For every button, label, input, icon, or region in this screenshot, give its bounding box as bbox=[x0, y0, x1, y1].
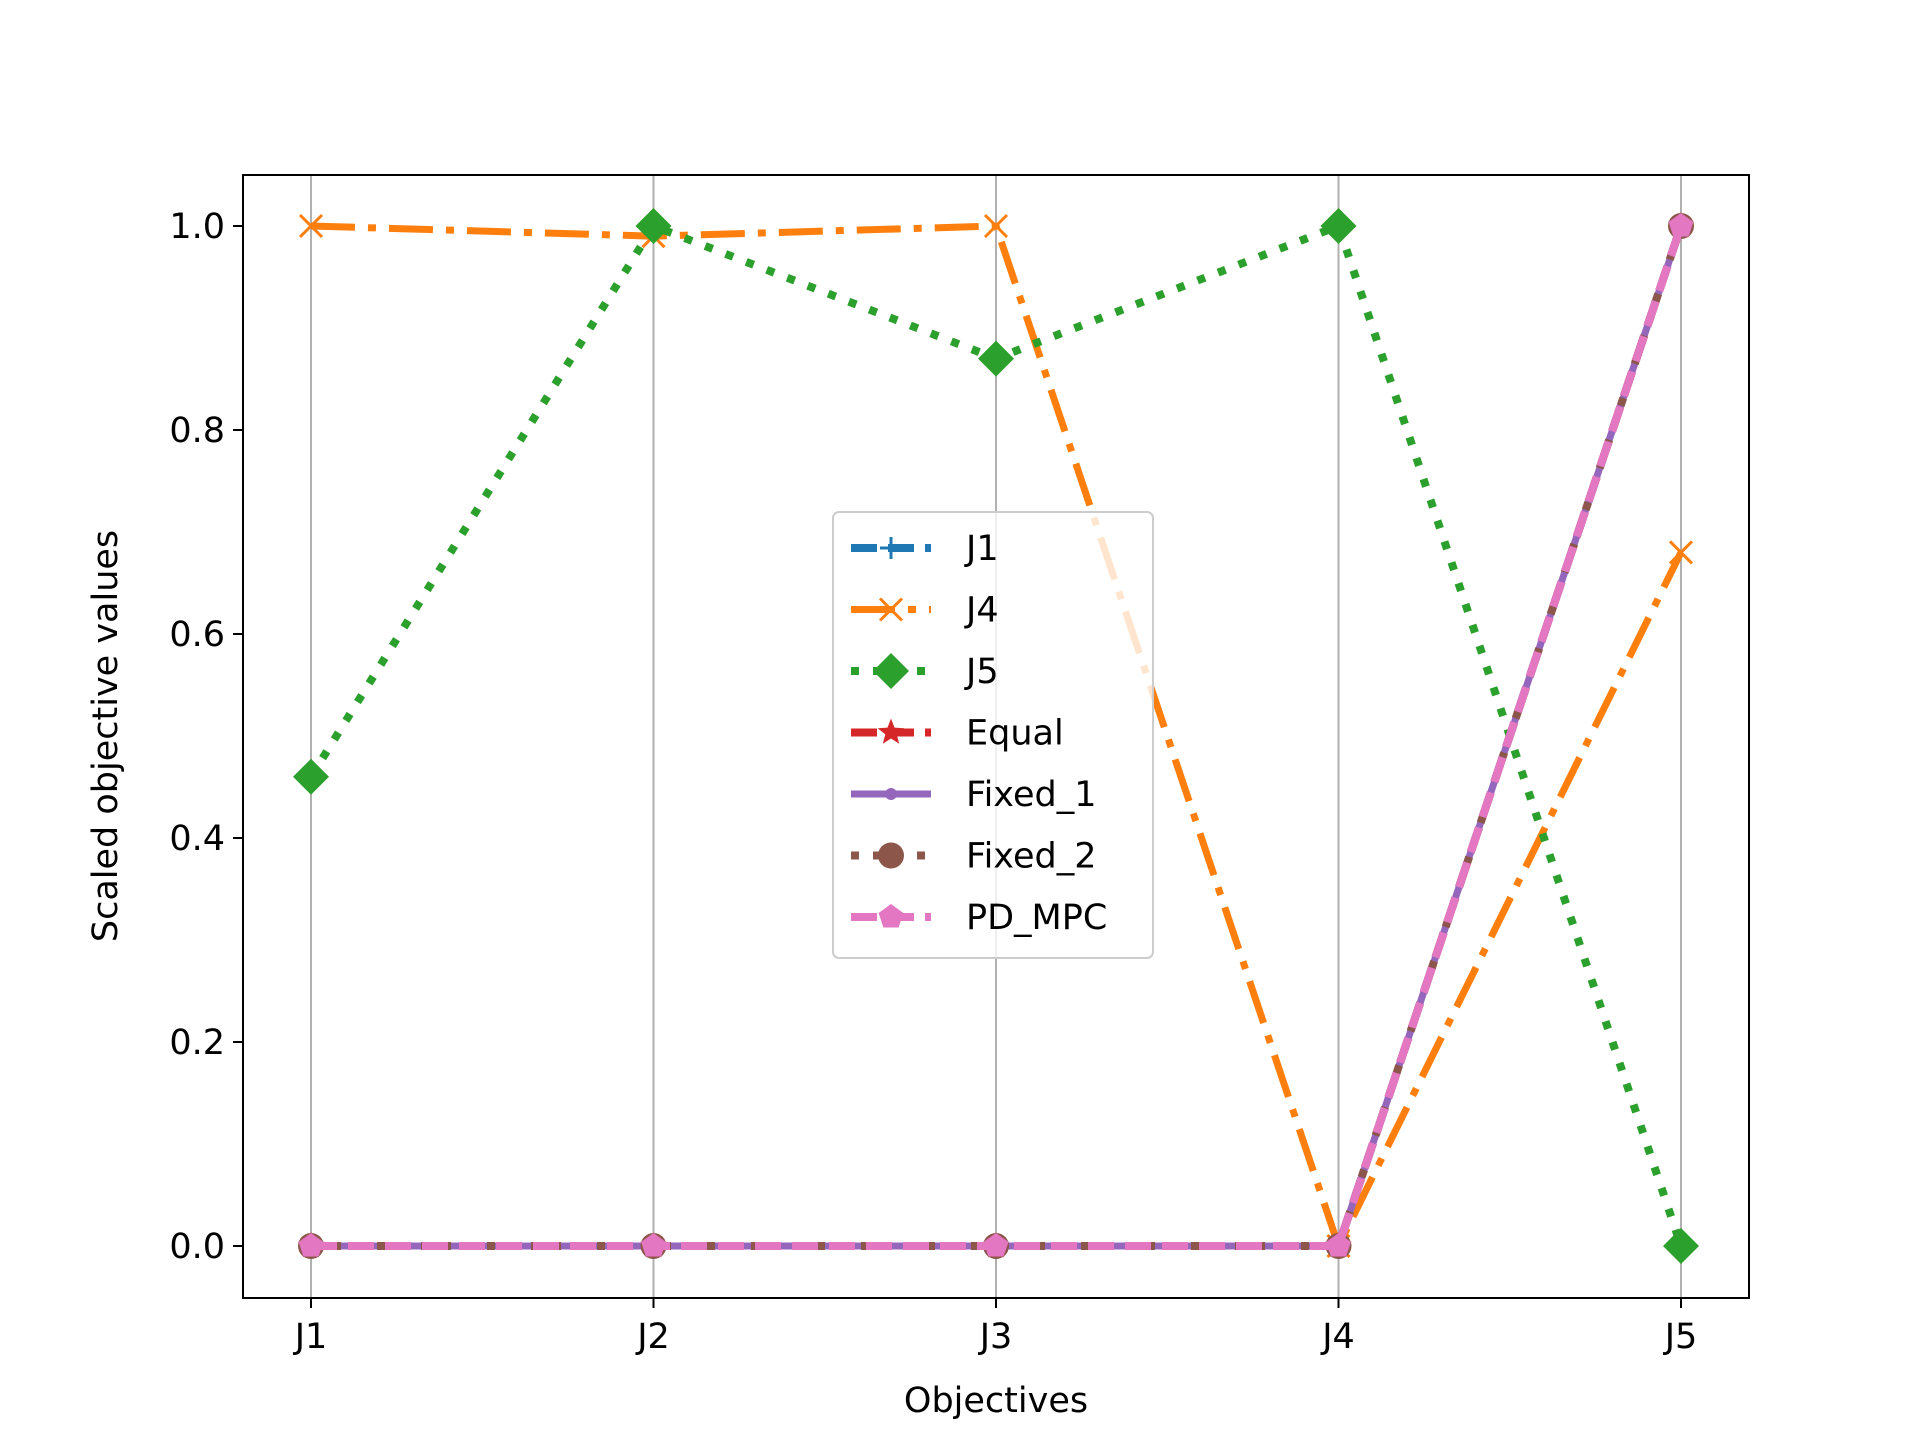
data-point bbox=[1668, 540, 1694, 565]
x-tick-label: J4 bbox=[1320, 1317, 1355, 1357]
data-point bbox=[983, 213, 1009, 239]
legend-label: J5 bbox=[964, 652, 999, 692]
data-point bbox=[298, 213, 324, 239]
legend-entry: J5 bbox=[851, 652, 999, 692]
legend-marker bbox=[878, 904, 904, 928]
data-point bbox=[1320, 208, 1357, 244]
data-point bbox=[298, 1233, 324, 1257]
legend-marker bbox=[877, 718, 905, 744]
x-axis-label: Objectives bbox=[904, 1381, 1088, 1421]
data-point bbox=[1668, 213, 1694, 237]
x-tick-label: J2 bbox=[635, 1317, 670, 1357]
legend-entry: Fixed_2 bbox=[851, 837, 1096, 877]
data-point bbox=[293, 758, 329, 795]
data-point bbox=[978, 340, 1014, 377]
y-tick-label: 0.8 bbox=[169, 411, 225, 451]
y-tick-label: 0.4 bbox=[169, 819, 225, 859]
plot-area bbox=[293, 208, 1699, 1264]
legend-entry: J1 bbox=[851, 529, 999, 569]
x-tick-label: J1 bbox=[293, 1317, 328, 1357]
data-point bbox=[635, 208, 672, 244]
legend-label: Fixed_1 bbox=[966, 775, 1096, 815]
legend-box bbox=[832, 511, 1154, 959]
legend-label: J1 bbox=[964, 529, 999, 569]
legend-entry: J4 bbox=[851, 591, 999, 631]
legend-label: J4 bbox=[964, 591, 999, 631]
legend-marker bbox=[885, 788, 897, 800]
legend-label: Fixed_2 bbox=[966, 837, 1096, 877]
data-point bbox=[1326, 1233, 1351, 1257]
axes: J1 J2 J3 J4 J5 0.0 0.2 0.4 0.6 0.8 1.0 bbox=[169, 207, 1697, 1357]
legend-marker bbox=[878, 842, 904, 869]
y-tick-label: 0.2 bbox=[169, 1023, 225, 1063]
series-pd-mpc bbox=[298, 213, 1694, 1257]
y-tick-label: 1.0 bbox=[169, 207, 225, 247]
data-point bbox=[641, 1233, 666, 1257]
legend-marker bbox=[878, 597, 904, 622]
legend-entry: Fixed_1 bbox=[851, 775, 1096, 815]
y-tick-label: 0.6 bbox=[169, 615, 225, 655]
legend-entry: Equal bbox=[851, 714, 1064, 754]
data-point bbox=[983, 1233, 1009, 1257]
x-tick-label: J3 bbox=[978, 1317, 1013, 1357]
x-tick-label: J5 bbox=[1663, 1317, 1698, 1357]
legend: J1 J4 J5 Equal Fixed_1 Fixed_2 PD_MPC bbox=[832, 511, 1154, 959]
legend-label: Equal bbox=[966, 714, 1064, 754]
legend-entry: PD_MPC bbox=[851, 898, 1107, 938]
legend-marker bbox=[880, 537, 902, 559]
legend-marker bbox=[873, 653, 909, 689]
series-j5 bbox=[293, 208, 1699, 1264]
y-axis-label: Scaled objective values bbox=[86, 530, 126, 942]
y-tick-label: 0.0 bbox=[169, 1227, 225, 1267]
data-point bbox=[1663, 1228, 1699, 1264]
legend-label: PD_MPC bbox=[966, 898, 1107, 938]
